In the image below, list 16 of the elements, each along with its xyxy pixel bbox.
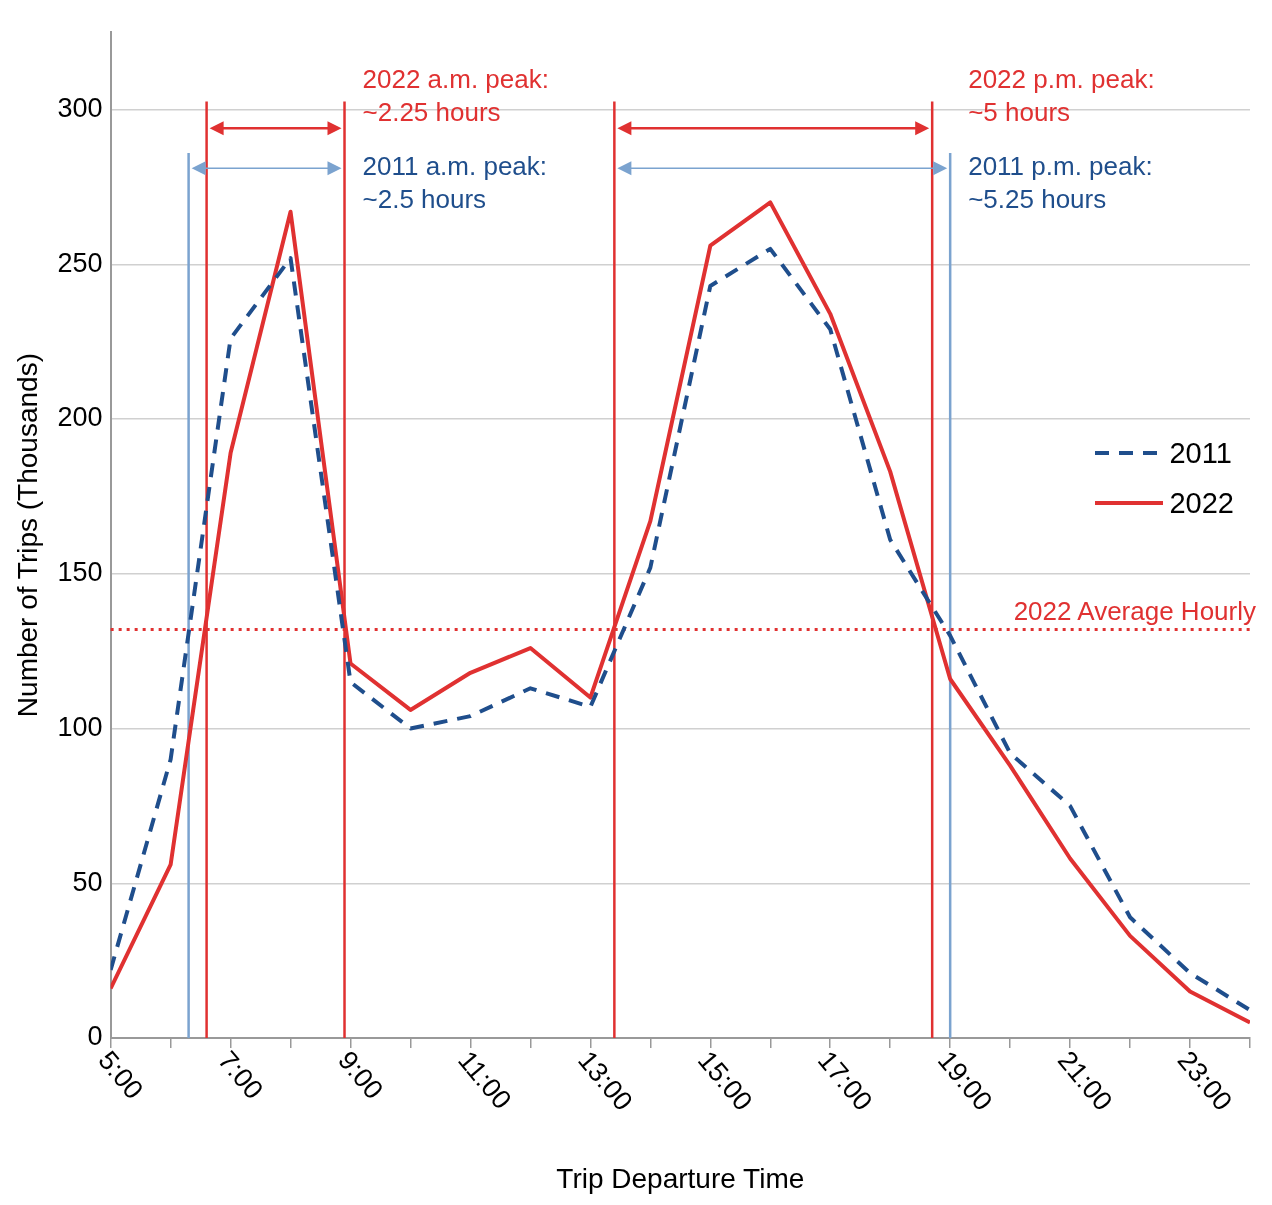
y-tick-label: 200: [57, 402, 103, 433]
y-tick-label: 250: [57, 247, 103, 278]
legend-label: 2011: [1169, 436, 1232, 470]
annotation: 2022 a.m. peak: ~2.25 hours: [362, 64, 549, 128]
legend-label: 2022: [1169, 486, 1234, 520]
annotation: 2011 p.m. peak: ~5.25 hours: [968, 150, 1153, 214]
y-axis-title: Number of Trips (Thousands): [11, 353, 43, 718]
y-tick-label: 0: [87, 1021, 103, 1052]
y-tick-label: 100: [57, 711, 103, 742]
y-tick-label: 50: [72, 866, 103, 897]
annotation: 2011 a.m. peak: ~2.5 hours: [362, 150, 548, 214]
ref-line-label: 2022 Average Hourly: [1013, 595, 1256, 626]
annotation: 2022 p.m. peak: ~5 hours: [968, 64, 1155, 128]
x-axis-title: Trip Departure Time: [556, 1162, 805, 1194]
y-tick-label: 300: [57, 93, 103, 124]
y-tick-label: 150: [57, 557, 103, 588]
